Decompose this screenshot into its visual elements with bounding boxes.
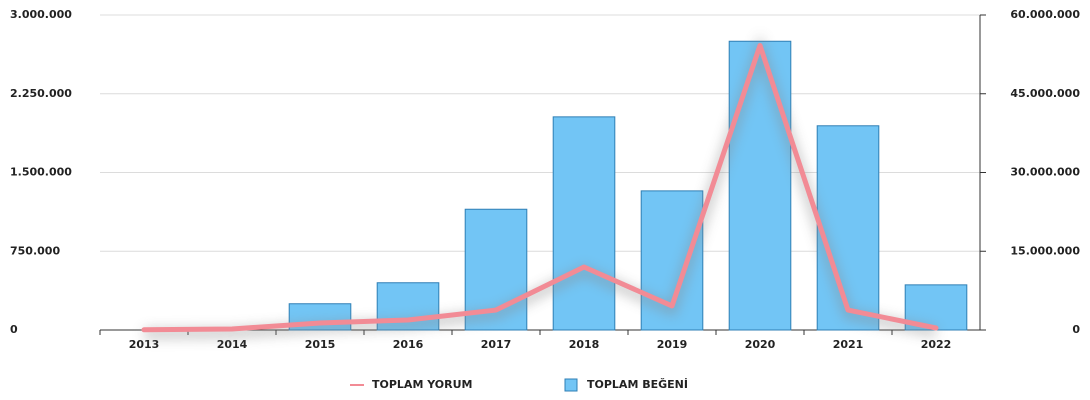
y-tick-label: 0 — [10, 323, 18, 336]
y-tick-label: 750.000 — [10, 244, 60, 257]
y2-tick-label: 0 — [1072, 323, 1080, 336]
x-tick-label: 2020 — [745, 338, 776, 351]
y2-tick-label: 60.000.000 — [1010, 8, 1080, 21]
bar — [552, 116, 616, 331]
y2-tick-label: 30.000.000 — [1010, 166, 1080, 179]
x-tick-label: 2019 — [657, 338, 688, 351]
legend-swatch — [564, 378, 578, 392]
x-tick-label: 2014 — [217, 338, 248, 351]
x-tick-label: 2022 — [921, 338, 952, 351]
legend-label: TOPLAM BEĞENİ — [587, 377, 688, 391]
legend-label: TOPLAM YORUM — [372, 378, 473, 391]
line — [141, 42, 939, 333]
y-tick-label: 3.000.000 — [10, 8, 72, 21]
x-tick-label: 2016 — [393, 338, 424, 351]
x-tick-label: 2013 — [129, 338, 160, 351]
x-tick-label: 2017 — [481, 338, 512, 351]
bar — [728, 40, 792, 331]
y-tick-label: 1.500.000 — [10, 166, 72, 179]
y-tick-label: 2.250.000 — [10, 87, 72, 100]
x-tick-label: 2018 — [569, 338, 600, 351]
x-tick-label: 2021 — [833, 338, 864, 351]
x-tick-label: 2015 — [305, 338, 336, 351]
y2-tick-label: 45.000.000 — [1010, 87, 1080, 100]
bar — [816, 125, 880, 331]
y2-tick-label: 15.000.000 — [1010, 244, 1080, 257]
